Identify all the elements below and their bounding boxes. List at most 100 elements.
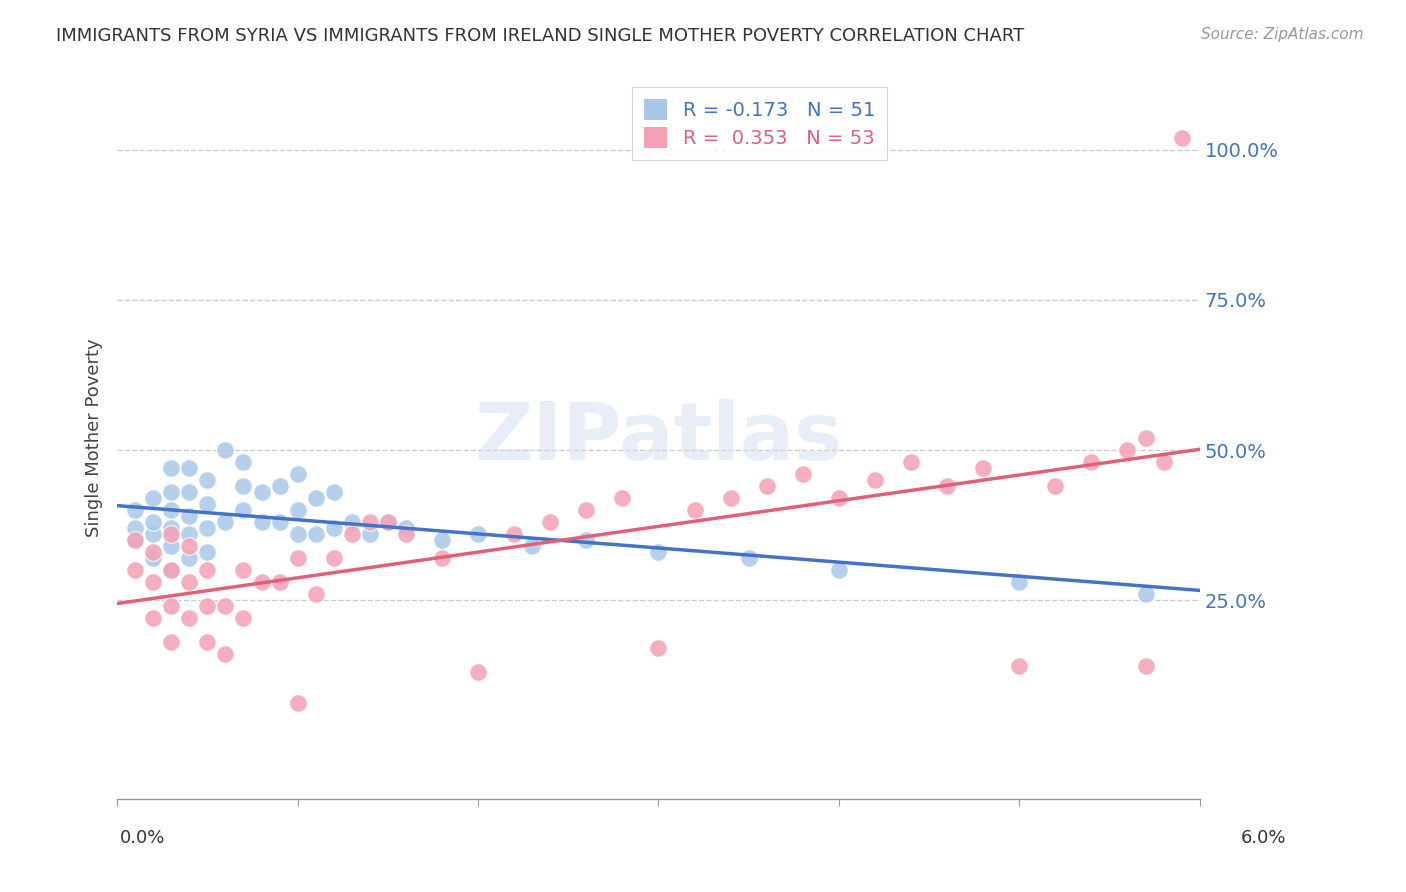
- Point: [377, 515, 399, 529]
- Point: [287, 696, 309, 710]
- Point: [720, 491, 742, 505]
- Point: [160, 539, 183, 553]
- Point: [214, 443, 236, 458]
- Point: [179, 551, 201, 566]
- Point: [197, 563, 219, 577]
- Point: [250, 485, 273, 500]
- Point: [287, 527, 309, 541]
- Point: [900, 455, 922, 469]
- Point: [269, 575, 291, 590]
- Point: [1135, 587, 1157, 601]
- Point: [179, 509, 201, 524]
- Point: [232, 563, 254, 577]
- Point: [197, 497, 219, 511]
- Point: [1008, 575, 1031, 590]
- Point: [359, 515, 381, 529]
- Point: [1008, 659, 1031, 673]
- Point: [467, 527, 489, 541]
- Point: [142, 545, 165, 559]
- Point: [575, 503, 598, 517]
- Point: [340, 527, 363, 541]
- Point: [160, 521, 183, 535]
- Point: [683, 503, 706, 517]
- Point: [430, 533, 453, 548]
- Point: [1170, 130, 1192, 145]
- Point: [160, 599, 183, 614]
- Point: [1045, 479, 1067, 493]
- Point: [737, 551, 759, 566]
- Point: [124, 503, 146, 517]
- Point: [179, 575, 201, 590]
- Point: [322, 551, 344, 566]
- Text: 6.0%: 6.0%: [1241, 830, 1286, 847]
- Point: [197, 545, 219, 559]
- Point: [612, 491, 634, 505]
- Point: [1116, 443, 1139, 458]
- Point: [575, 533, 598, 548]
- Point: [142, 611, 165, 625]
- Point: [160, 461, 183, 475]
- Point: [214, 648, 236, 662]
- Point: [647, 545, 669, 559]
- Point: [179, 539, 201, 553]
- Point: [538, 515, 561, 529]
- Point: [214, 599, 236, 614]
- Legend: R = -0.173   N = 51, R =  0.353   N = 53: R = -0.173 N = 51, R = 0.353 N = 53: [633, 87, 887, 160]
- Point: [142, 551, 165, 566]
- Point: [340, 515, 363, 529]
- Text: 0.0%: 0.0%: [120, 830, 165, 847]
- Point: [232, 455, 254, 469]
- Text: IMMIGRANTS FROM SYRIA VS IMMIGRANTS FROM IRELAND SINGLE MOTHER POVERTY CORRELATI: IMMIGRANTS FROM SYRIA VS IMMIGRANTS FROM…: [56, 27, 1025, 45]
- Point: [232, 479, 254, 493]
- Point: [269, 479, 291, 493]
- Point: [430, 551, 453, 566]
- Point: [287, 551, 309, 566]
- Point: [828, 563, 851, 577]
- Point: [197, 473, 219, 487]
- Point: [755, 479, 778, 493]
- Point: [503, 527, 526, 541]
- Point: [322, 485, 344, 500]
- Point: [1135, 659, 1157, 673]
- Y-axis label: Single Mother Poverty: Single Mother Poverty: [86, 339, 103, 537]
- Point: [395, 527, 418, 541]
- Point: [287, 467, 309, 482]
- Point: [160, 563, 183, 577]
- Point: [792, 467, 814, 482]
- Point: [269, 515, 291, 529]
- Point: [1153, 455, 1175, 469]
- Point: [250, 515, 273, 529]
- Point: [1135, 431, 1157, 445]
- Point: [304, 491, 326, 505]
- Point: [124, 563, 146, 577]
- Point: [179, 485, 201, 500]
- Point: [972, 461, 994, 475]
- Point: [287, 503, 309, 517]
- Point: [936, 479, 959, 493]
- Point: [250, 575, 273, 590]
- Point: [197, 521, 219, 535]
- Point: [1080, 455, 1102, 469]
- Point: [377, 515, 399, 529]
- Point: [197, 599, 219, 614]
- Point: [142, 515, 165, 529]
- Text: ZIPatlas: ZIPatlas: [474, 399, 842, 477]
- Point: [467, 665, 489, 680]
- Point: [124, 521, 146, 535]
- Point: [520, 539, 543, 553]
- Point: [232, 611, 254, 625]
- Point: [197, 635, 219, 649]
- Point: [160, 563, 183, 577]
- Point: [179, 461, 201, 475]
- Point: [160, 527, 183, 541]
- Point: [304, 527, 326, 541]
- Point: [232, 503, 254, 517]
- Point: [647, 641, 669, 656]
- Point: [304, 587, 326, 601]
- Point: [160, 635, 183, 649]
- Point: [322, 521, 344, 535]
- Point: [828, 491, 851, 505]
- Point: [214, 515, 236, 529]
- Point: [142, 575, 165, 590]
- Point: [160, 503, 183, 517]
